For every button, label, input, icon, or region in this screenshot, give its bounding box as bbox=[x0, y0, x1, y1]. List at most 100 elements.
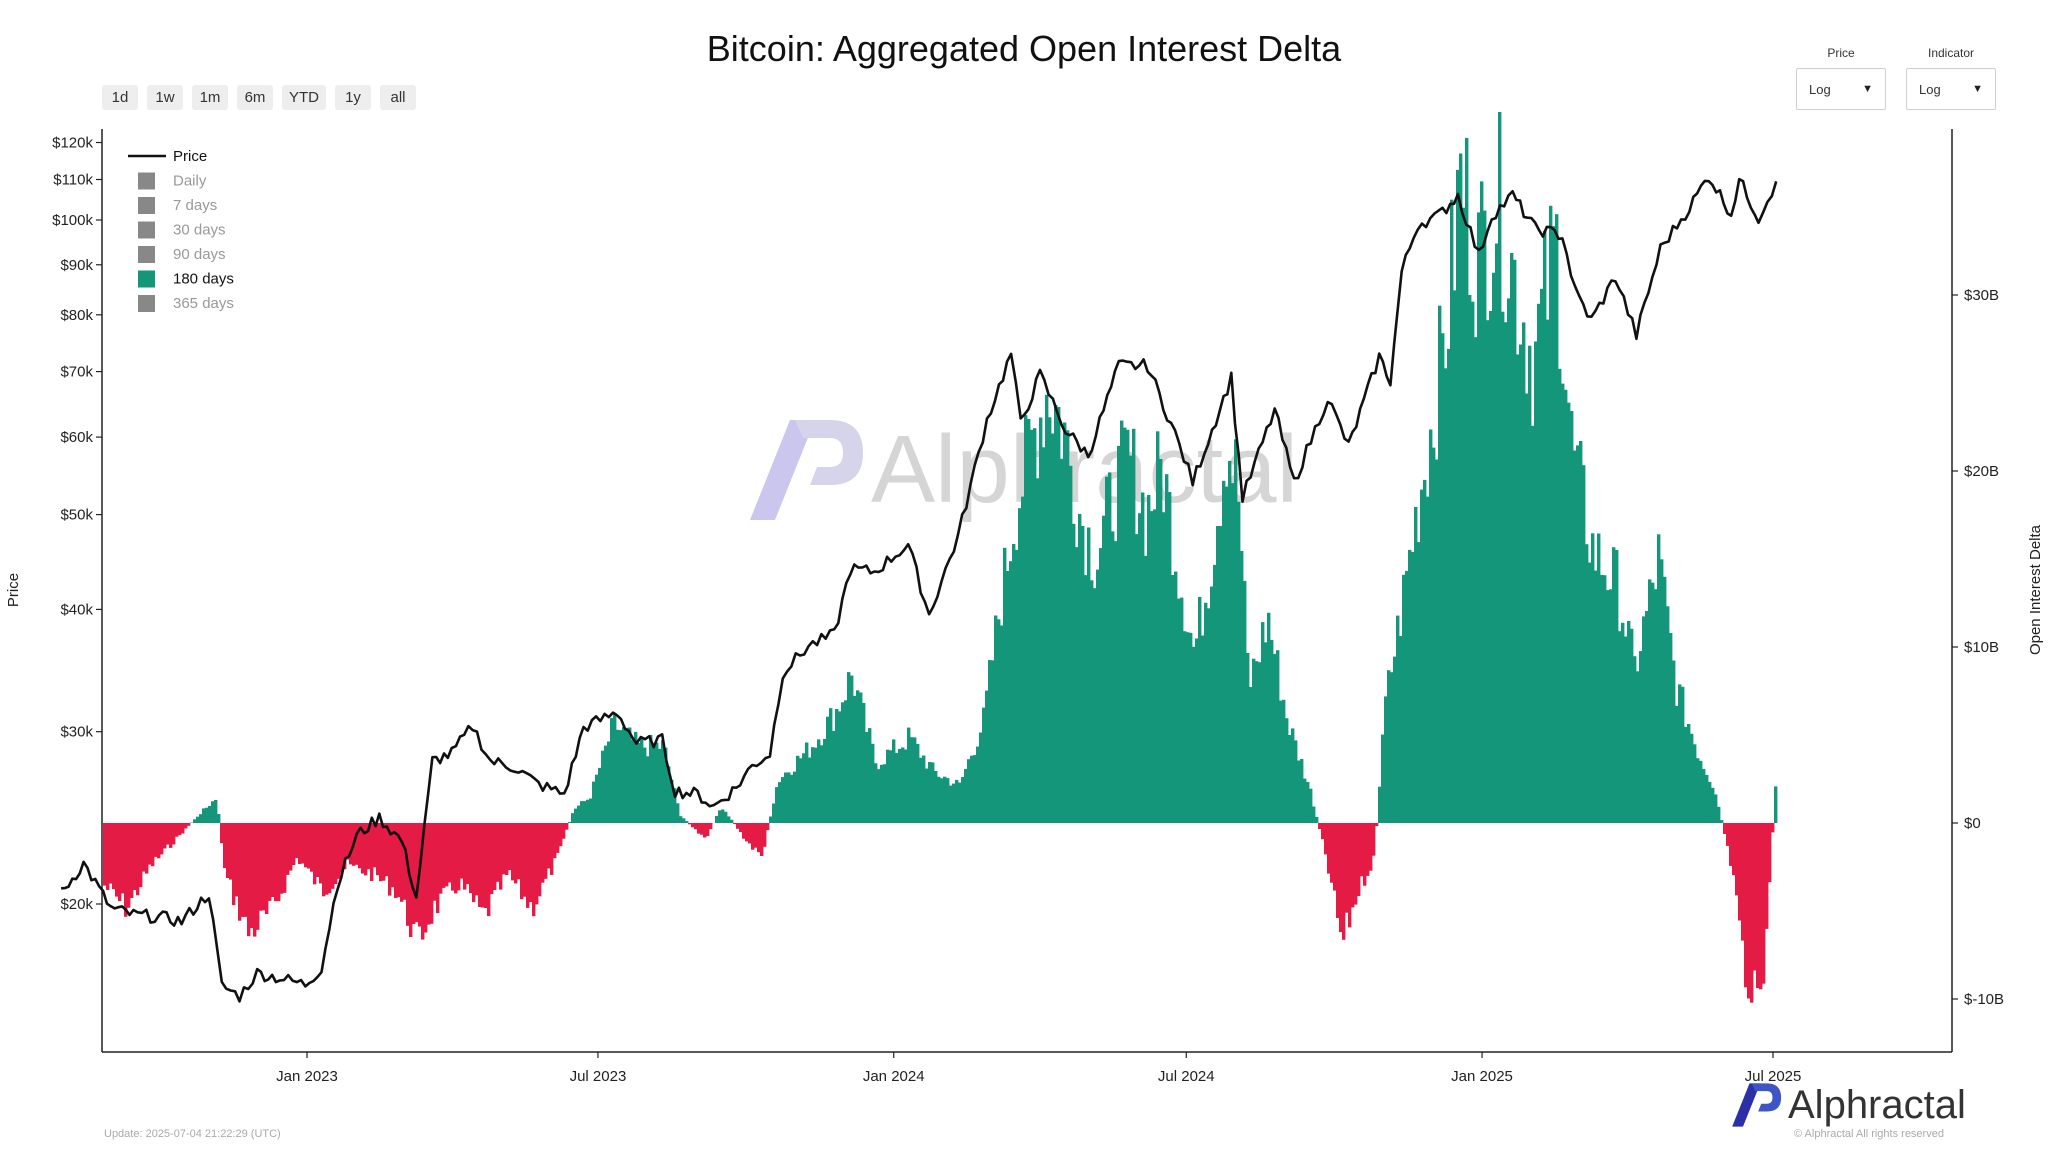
oi-delta-bar-positive bbox=[1579, 441, 1583, 823]
range-6m-button[interactable]: 6m bbox=[237, 85, 273, 110]
oi-delta-bar-positive bbox=[577, 805, 581, 823]
oi-delta-bar-positive bbox=[907, 727, 911, 823]
oi-delta-bar-positive bbox=[1243, 580, 1247, 823]
oi-delta-bar-negative bbox=[1741, 823, 1745, 941]
oi-delta-bar-positive bbox=[1213, 564, 1217, 823]
oi-delta-bar-negative bbox=[1333, 823, 1337, 891]
oi-delta-bar-negative bbox=[1357, 823, 1361, 897]
oi-delta-bar-negative bbox=[754, 823, 758, 848]
legend-swatch[interactable] bbox=[138, 197, 155, 214]
oi-delta-bar-positive bbox=[637, 743, 641, 823]
oi-delta-bar-negative bbox=[400, 823, 404, 902]
oi-delta-bar-positive bbox=[1249, 686, 1253, 823]
x-tick-label: Jan 2025 bbox=[1451, 1068, 1513, 1085]
oi-delta-bar-positive bbox=[1597, 533, 1601, 823]
legend-swatch[interactable] bbox=[138, 172, 155, 190]
range-ytd-button[interactable]: YTD bbox=[282, 85, 326, 110]
legend-swatch[interactable] bbox=[138, 295, 155, 312]
oi-delta-bar-positive bbox=[787, 772, 791, 823]
oi-delta-bar-positive bbox=[1573, 450, 1577, 823]
oi-delta-bar-positive bbox=[820, 745, 824, 823]
indicator-scale-select[interactable]: Log ▼ bbox=[1906, 68, 1996, 110]
oi-delta-bar-positive bbox=[901, 747, 905, 823]
range-all-button[interactable]: all bbox=[380, 85, 416, 110]
oi-delta-bar-positive bbox=[1069, 465, 1073, 823]
oi-delta-bar-positive bbox=[1198, 596, 1202, 823]
oi-delta-bar-negative bbox=[1339, 823, 1343, 933]
legend-item-label[interactable]: Daily bbox=[173, 173, 207, 190]
legend-item-label[interactable]: 7 days bbox=[173, 197, 217, 214]
oi-delta-bar-negative bbox=[484, 823, 488, 908]
oi-delta-bar-positive bbox=[1180, 597, 1184, 823]
oi-delta-bar-positive bbox=[1678, 684, 1682, 823]
oi-delta-bar-positive bbox=[805, 742, 809, 823]
oi-delta-bar-positive bbox=[1105, 476, 1109, 823]
oi-delta-bar-positive bbox=[1450, 199, 1454, 823]
oi-delta-bar-positive bbox=[796, 755, 800, 823]
indicator-scale-control: Indicator Log ▼ bbox=[1906, 46, 1996, 110]
range-1y-button[interactable]: 1y bbox=[335, 85, 371, 110]
alphractal-logo-icon bbox=[1732, 1083, 1782, 1127]
oi-delta-bar-positive bbox=[1702, 768, 1706, 823]
oi-delta-bar-positive bbox=[1429, 429, 1433, 823]
price-scale-select[interactable]: Log ▼ bbox=[1796, 68, 1886, 110]
left-tick-label: $100k bbox=[52, 212, 93, 229]
legend-item-label[interactable]: Price bbox=[173, 148, 207, 165]
oi-delta-bar-positive bbox=[625, 727, 629, 823]
legend-item-label[interactable]: 180 days bbox=[173, 271, 234, 288]
oi-delta-bar-positive bbox=[1684, 726, 1688, 823]
oi-delta-bar-negative bbox=[766, 823, 770, 831]
oi-delta-bar-positive bbox=[682, 818, 686, 823]
oi-delta-bar-positive bbox=[1687, 724, 1691, 823]
oi-delta-bar-positive bbox=[583, 801, 587, 823]
oi-delta-bar-positive bbox=[940, 778, 944, 823]
legend-item-label[interactable]: 30 days bbox=[173, 222, 226, 239]
oi-delta-bar-negative bbox=[1753, 823, 1757, 971]
oi-delta-bar-negative bbox=[163, 823, 167, 849]
range-1m-button[interactable]: 1m bbox=[192, 85, 228, 110]
oi-delta-bar-positive bbox=[1303, 778, 1307, 823]
oi-delta-bar-negative bbox=[445, 823, 449, 887]
oi-delta-bar-negative bbox=[286, 823, 290, 875]
oi-delta-bar-negative bbox=[154, 823, 158, 857]
oi-delta-bar-positive bbox=[1519, 344, 1523, 823]
range-1d-button[interactable]: 1d bbox=[102, 85, 138, 110]
oi-delta-bar-positive bbox=[1495, 243, 1499, 823]
oi-delta-bar-positive bbox=[1591, 533, 1595, 823]
oi-delta-bar-positive bbox=[1567, 402, 1571, 823]
legend-swatch[interactable] bbox=[138, 221, 155, 239]
oi-delta-bar-positive bbox=[211, 801, 215, 823]
oi-delta-bar-negative bbox=[439, 823, 443, 894]
oi-delta-bar-positive bbox=[1015, 549, 1019, 823]
oi-delta-bar-positive bbox=[1258, 662, 1262, 823]
oi-delta-bar-positive bbox=[1378, 786, 1382, 823]
range-1w-button[interactable]: 1w bbox=[147, 85, 183, 110]
oi-delta-bar-positive bbox=[1078, 513, 1082, 823]
oi-delta-bar-positive bbox=[1603, 575, 1607, 823]
legend-item-label[interactable]: 90 days bbox=[173, 246, 226, 263]
oi-delta-bar-positive bbox=[1177, 598, 1181, 823]
oi-delta-bar-negative bbox=[157, 823, 161, 859]
oi-delta-bar-negative bbox=[316, 823, 320, 878]
oi-delta-bar-negative bbox=[298, 823, 302, 864]
oi-delta-bar-positive bbox=[1531, 425, 1535, 823]
oi-delta-bar-negative bbox=[1768, 823, 1772, 883]
oi-delta-bar-positive bbox=[1630, 628, 1634, 823]
oi-delta-bar-positive bbox=[634, 731, 638, 823]
legend-swatch[interactable] bbox=[138, 246, 155, 263]
oi-delta-bar-positive bbox=[1195, 638, 1199, 823]
oi-delta-bar-positive bbox=[202, 808, 206, 823]
oi-delta-bar-negative bbox=[271, 823, 275, 897]
legend-item-label[interactable]: 365 days bbox=[173, 295, 234, 312]
oi-delta-bar-negative bbox=[694, 823, 698, 830]
oi-delta-bar-negative bbox=[358, 823, 362, 869]
oi-delta-bar-positive bbox=[1393, 656, 1397, 823]
oi-delta-bar-positive bbox=[622, 727, 626, 823]
oi-delta-bar-negative bbox=[124, 823, 128, 917]
oi-delta-bar-positive bbox=[715, 815, 719, 823]
legend-swatch[interactable] bbox=[138, 270, 155, 288]
oi-delta-bar-negative bbox=[364, 823, 368, 876]
oi-delta-bar-positive bbox=[589, 798, 593, 823]
oi-delta-bar-positive bbox=[592, 781, 596, 823]
oi-delta-bar-positive bbox=[1012, 544, 1016, 823]
